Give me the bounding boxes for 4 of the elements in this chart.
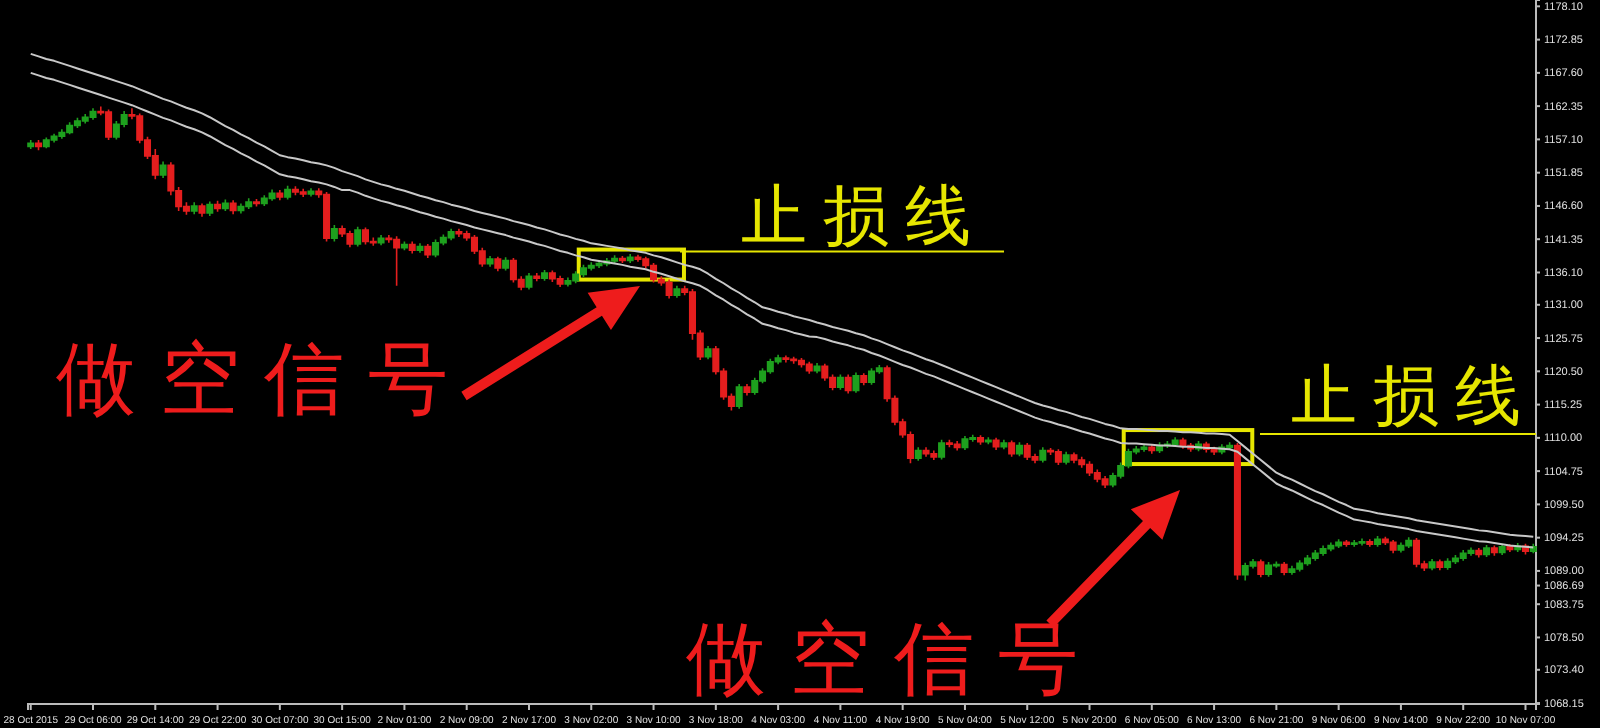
ref-line-label: 止损线 (1291, 356, 1537, 435)
ref-line-label: 止损线 (741, 175, 987, 254)
annotation: 做空信号 (686, 614, 1102, 706)
annotation: 做空信号 (56, 334, 472, 426)
